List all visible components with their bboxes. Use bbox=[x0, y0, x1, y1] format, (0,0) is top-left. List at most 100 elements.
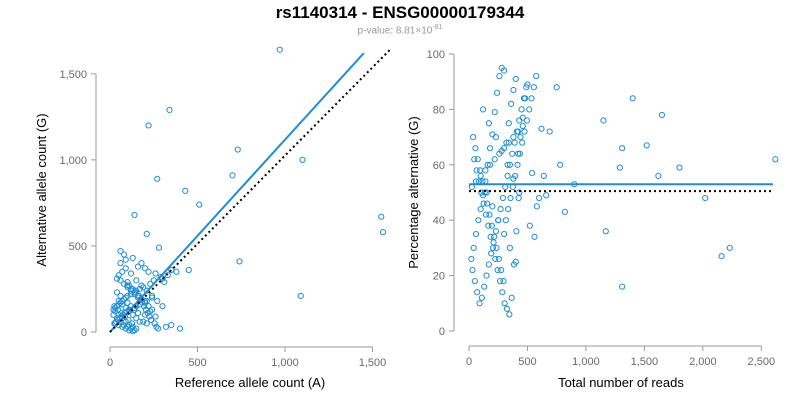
chart2-data-point bbox=[519, 139, 526, 146]
chart1-data-point bbox=[152, 270, 159, 277]
chart1-data-point bbox=[133, 315, 140, 322]
chart1-data-point bbox=[145, 268, 152, 275]
chart1-data-point bbox=[185, 266, 192, 274]
chart2-data-point bbox=[540, 172, 547, 179]
chart1-data-point bbox=[122, 325, 129, 332]
chart1-data-point bbox=[236, 258, 243, 265]
chart1-data-point bbox=[120, 296, 128, 303]
chart2-data-point bbox=[475, 217, 482, 224]
chart2-data-point bbox=[616, 164, 623, 171]
chart2-data-point bbox=[533, 203, 540, 210]
chart1-data-point bbox=[140, 284, 147, 291]
chart1-data-point bbox=[153, 323, 160, 330]
chart1-y-axis-label: Alternative allele count (G) bbox=[34, 113, 49, 266]
chart1-data-point bbox=[155, 244, 163, 251]
chart2-data-point bbox=[516, 150, 523, 157]
chart1-data-point bbox=[117, 299, 124, 306]
chart1-data-point bbox=[148, 306, 156, 313]
chart1-data-point bbox=[140, 318, 147, 325]
chart2-data-point bbox=[488, 250, 495, 257]
chart2-data-point bbox=[471, 278, 478, 285]
chart1-data-point bbox=[161, 278, 168, 286]
chart2-data-point bbox=[643, 142, 650, 149]
chart2-data-point bbox=[510, 134, 517, 141]
chart2-data-point bbox=[516, 117, 523, 124]
chart1-data-point bbox=[168, 322, 175, 329]
chart2-data-point bbox=[491, 156, 498, 163]
chart2-data-point bbox=[510, 86, 517, 94]
chart2-data-point bbox=[500, 230, 508, 238]
chart2-data-point bbox=[507, 100, 515, 107]
chart2-y-tick-label: 20 bbox=[433, 271, 445, 283]
chart1-data-point bbox=[119, 323, 126, 330]
chart1-data-point bbox=[120, 280, 128, 287]
chart1-data-point bbox=[143, 287, 150, 294]
chart1-data-point bbox=[142, 306, 149, 313]
chart2-data-point bbox=[629, 95, 636, 102]
chart2-data-point bbox=[511, 139, 518, 146]
chart1-data-point bbox=[196, 201, 203, 208]
chart1-data-point bbox=[113, 315, 121, 322]
chart2-data-point bbox=[476, 300, 483, 307]
chart2-data-point bbox=[477, 167, 484, 174]
chart1-data-point bbox=[122, 294, 129, 301]
chart2-data-point bbox=[484, 200, 491, 207]
chart2-y-tick-label: 80 bbox=[433, 104, 445, 116]
chart2-x-tick-label: 1,500 bbox=[631, 356, 659, 368]
chart2-data-point bbox=[502, 217, 509, 224]
chart-subtitle-pvalue: p-value: 8.81×10-81 bbox=[0, 24, 800, 36]
chart2-data-point bbox=[503, 305, 511, 312]
chart2-data-point bbox=[658, 111, 666, 119]
chart1-data-point bbox=[128, 320, 135, 327]
chart1-data-point bbox=[141, 303, 148, 310]
chart2-data-point bbox=[523, 84, 530, 91]
chart2-data-point bbox=[485, 261, 492, 268]
chart1-data-point bbox=[143, 230, 150, 237]
chart2-data-point bbox=[536, 194, 543, 202]
chart2-y-tick-label: 40 bbox=[433, 215, 445, 227]
chart2-data-point bbox=[505, 139, 512, 146]
chart2-data-point bbox=[469, 134, 477, 141]
chart2-data-point bbox=[523, 117, 530, 124]
chart2-data-point bbox=[486, 211, 493, 218]
chart2-data-point bbox=[489, 131, 496, 138]
chart1-data-point bbox=[119, 268, 126, 275]
chart1-x-tick-label: 500 bbox=[188, 357, 206, 369]
chart1-data-point bbox=[117, 260, 124, 267]
chart2-data-point bbox=[508, 294, 515, 301]
chart1-data-point bbox=[152, 313, 159, 320]
chart1-data-point bbox=[129, 328, 136, 335]
chart2-data-point bbox=[546, 128, 553, 135]
chart2-data-point bbox=[526, 106, 533, 113]
chart2-data-point bbox=[557, 161, 564, 168]
chart1-y-tick-label: 1,000 bbox=[59, 155, 87, 167]
chart1-data-point bbox=[151, 320, 158, 327]
chart2-data-point bbox=[493, 89, 501, 96]
chart2-data-point bbox=[481, 283, 488, 290]
chart2-data-point bbox=[772, 156, 779, 163]
chart2-y-tick-label: 60 bbox=[433, 160, 445, 172]
chart1-data-point bbox=[297, 292, 304, 299]
chart2-data-point bbox=[468, 255, 475, 263]
chart1-data-point bbox=[133, 277, 140, 284]
chart1-data-point bbox=[126, 282, 133, 289]
chart2-data-point bbox=[487, 233, 494, 240]
chart2-data-point bbox=[497, 206, 504, 213]
chart1-data-point bbox=[124, 282, 131, 289]
chart2-data-point bbox=[602, 228, 609, 235]
chart2-data-point bbox=[498, 64, 505, 71]
pvalue-prefix: p-value: 8.81×10 bbox=[357, 25, 433, 37]
chart2-y-axis-label: Percentage alternative (G) bbox=[406, 116, 421, 268]
chart2-data-point bbox=[538, 125, 545, 132]
chart2-data-point bbox=[480, 200, 487, 207]
chart2-data-point bbox=[486, 161, 494, 168]
chart2-y-tick-label: 0 bbox=[439, 326, 445, 338]
chart2-data-point bbox=[702, 194, 709, 202]
chart2-data-point bbox=[498, 147, 505, 155]
chart1-data-point bbox=[121, 313, 128, 320]
chart1-data-point bbox=[113, 303, 121, 310]
chart2-data-point bbox=[553, 84, 560, 91]
chart2-data-point bbox=[505, 120, 512, 127]
chart1-data-point bbox=[141, 299, 149, 306]
chart2-x-tick-label: 0 bbox=[466, 356, 472, 368]
